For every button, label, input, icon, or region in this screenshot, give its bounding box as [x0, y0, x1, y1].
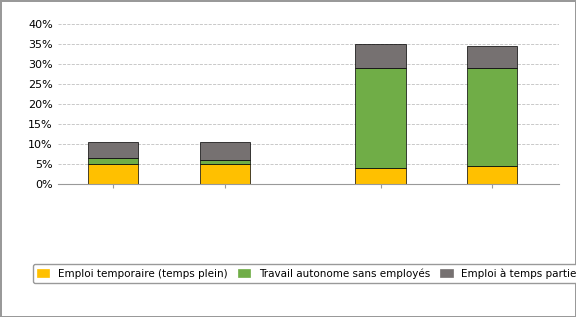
Bar — [199, 164, 250, 184]
Legend: Emploi temporaire (temps plein), Travail autonome sans employés, Emploi à temps : Emploi temporaire (temps plein), Travail… — [33, 264, 576, 283]
Bar — [199, 142, 250, 160]
Bar — [88, 142, 138, 158]
Bar — [467, 46, 517, 68]
Bar — [355, 68, 406, 168]
Bar — [88, 158, 138, 164]
Bar — [355, 168, 406, 184]
Bar — [467, 166, 517, 184]
Bar — [88, 164, 138, 184]
Bar — [467, 68, 517, 166]
Bar — [355, 44, 406, 68]
Bar — [199, 160, 250, 164]
